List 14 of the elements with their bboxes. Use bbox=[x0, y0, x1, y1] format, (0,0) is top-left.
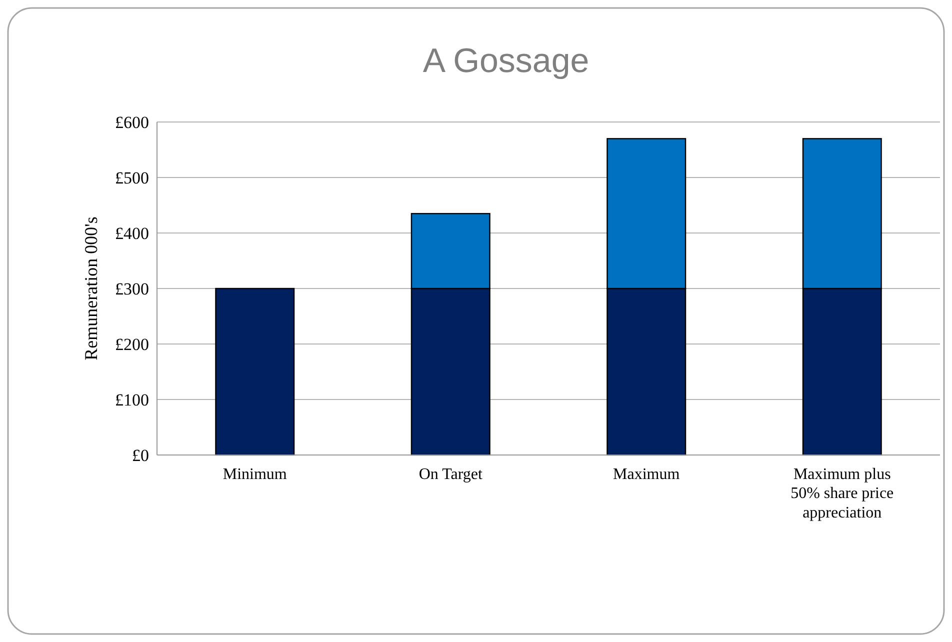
y-tick-label: £100 bbox=[115, 390, 149, 410]
y-tick-label: £300 bbox=[115, 279, 149, 298]
x-tick-label: On Target bbox=[418, 466, 483, 483]
y-tick-label: £400 bbox=[115, 224, 149, 243]
y-axis-title: Remuneration 000's bbox=[81, 216, 101, 360]
y-tick-label: £600 bbox=[115, 112, 149, 132]
y-tick-label: £0 bbox=[132, 446, 149, 465]
bar bbox=[215, 288, 295, 456]
chart-title: A Gossage bbox=[422, 42, 590, 80]
x-tick-label: Minimum bbox=[222, 466, 288, 483]
x-tick-label: Maximum bbox=[613, 466, 680, 483]
y-tick-label: £200 bbox=[115, 334, 149, 354]
x-tick-label: Maximum plus 50% share price appreciation bbox=[790, 466, 894, 522]
y-tick-label: £500 bbox=[115, 168, 149, 188]
